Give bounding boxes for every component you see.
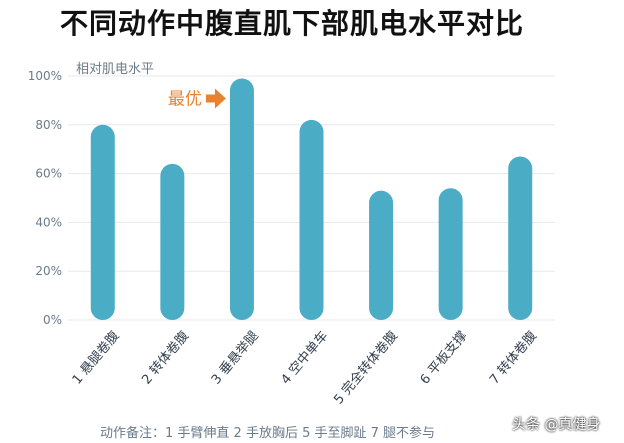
y-tick-label: 60% — [35, 167, 62, 181]
y-axis-title: 相对肌电水平 — [76, 62, 154, 77]
bar-layer — [90, 78, 533, 320]
x-tick-label: 2 转体卷腹 — [139, 328, 193, 388]
x-tick-label: 3 垂悬举腿 — [209, 329, 262, 388]
annotation-label: 最优 — [168, 89, 202, 109]
x-tick-label: 7 转体卷腹 — [486, 328, 540, 388]
chart-footnote: 动作备注：1 手臂伸直 2 手放胸后 5 手至脚趾 7 腿不参与 — [100, 426, 436, 441]
x-tick-label: 4 空中单车 — [278, 328, 332, 388]
annotation-arrow — [205, 88, 226, 109]
y-tick-label: 80% — [35, 118, 62, 132]
annotation-layer: 最优 — [168, 88, 226, 109]
y-tick-label: 100% — [28, 69, 62, 83]
y-tick-label: 0% — [43, 313, 62, 327]
x-tick-label: 6 平板支撑 — [418, 329, 471, 388]
x-tick-label: 5 完全转体卷腹 — [331, 328, 401, 408]
label-layer: 1 悬腿卷腹 2 转体卷腹 3 垂悬举腿 4 空中单车 5 完全转体卷腹 6 平板支撑 7 … — [69, 328, 540, 408]
chart-title: 不同动作中腹直肌下部肌电水平对比 — [60, 7, 525, 40]
x-tick-label: 1 悬腿卷腹 — [69, 328, 123, 388]
watermark: 头条 @真健身 — [512, 417, 601, 433]
grid-layer: 0% 20% 40% 60% 80% 100% — [28, 69, 555, 327]
y-tick-label: 40% — [35, 215, 62, 229]
y-tick-label: 20% — [35, 264, 62, 278]
